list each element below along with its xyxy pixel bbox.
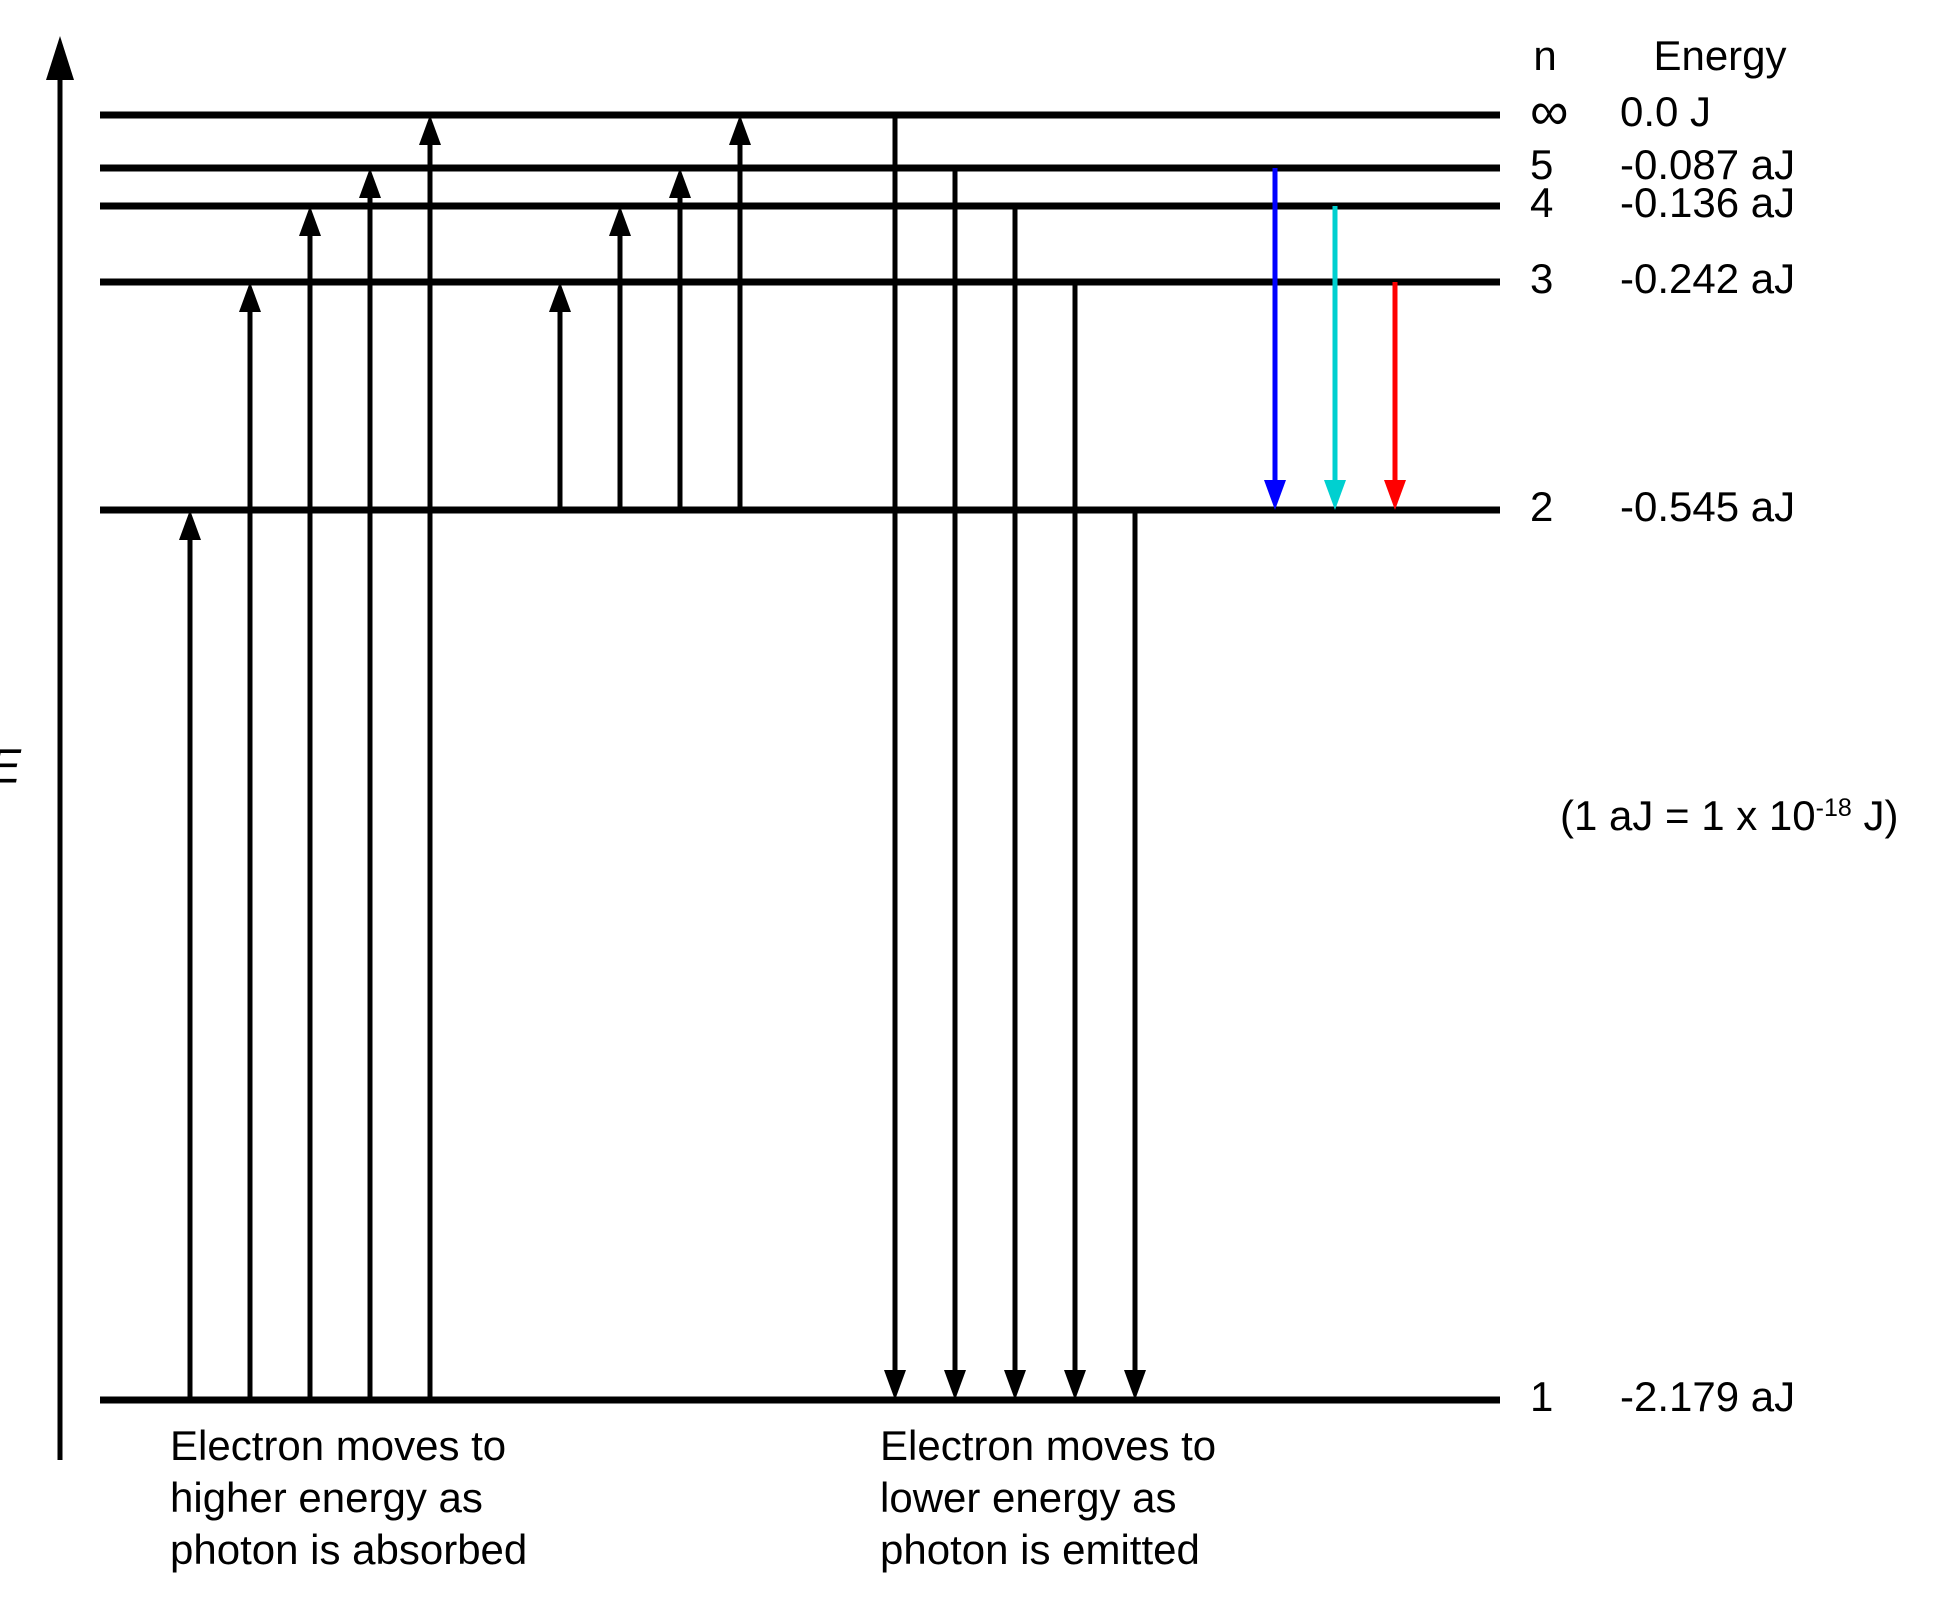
absorption-arrow-2-head xyxy=(299,206,321,236)
absorption-arrow-7-head xyxy=(669,168,691,198)
emission-arrow-0-head xyxy=(884,1370,906,1400)
energy-axis-arrowhead xyxy=(46,36,74,80)
energy-axis-label: E xyxy=(0,741,22,794)
emission-arrow-4-head xyxy=(1124,1370,1146,1400)
emission-arrow-3-head xyxy=(1064,1370,1086,1400)
level-n-label-inf: ∞ xyxy=(1530,81,1569,141)
caption-absorption-line-2: photon is absorbed xyxy=(170,1526,527,1573)
header-n: n xyxy=(1533,32,1556,79)
absorption-arrow-1-head xyxy=(239,282,261,312)
level-n-label-2: 2 xyxy=(1530,483,1553,530)
absorption-arrow-6-head xyxy=(609,206,631,236)
absorption-arrow-4-head xyxy=(419,115,441,145)
emission-arrow-6-head xyxy=(1324,480,1346,510)
emission-arrow-1-head xyxy=(944,1370,966,1400)
emission-arrow-2-head xyxy=(1004,1370,1026,1400)
level-n-label-1: 1 xyxy=(1530,1373,1553,1420)
emission-arrow-5-head xyxy=(1264,480,1286,510)
caption-emission-line-0: Electron moves to xyxy=(880,1422,1216,1469)
level-energy-label-inf: 0.0 J xyxy=(1620,88,1711,135)
energy-level-diagram: EnEnergy∞0.0 J5-0.087 aJ4-0.136 aJ3-0.24… xyxy=(0,0,1948,1610)
absorption-arrow-8-head xyxy=(729,115,751,145)
level-n-label-4: 4 xyxy=(1530,179,1553,226)
absorption-arrow-5-head xyxy=(549,282,571,312)
header-energy: Energy xyxy=(1653,32,1786,79)
level-energy-label-4: -0.136 aJ xyxy=(1620,179,1795,226)
level-energy-label-3: -0.242 aJ xyxy=(1620,255,1795,302)
caption-emission-line-2: photon is emitted xyxy=(880,1526,1200,1573)
aj-definition-note: (1 aJ = 1 x 10-18 J) xyxy=(1560,792,1898,839)
absorption-arrow-0-head xyxy=(179,510,201,540)
caption-absorption-line-1: higher energy as xyxy=(170,1474,483,1521)
level-energy-label-1: -2.179 aJ xyxy=(1620,1373,1795,1420)
absorption-arrow-3-head xyxy=(359,168,381,198)
caption-emission-line-1: lower energy as xyxy=(880,1474,1176,1521)
caption-absorption-line-0: Electron moves to xyxy=(170,1422,506,1469)
emission-arrow-7-head xyxy=(1384,480,1406,510)
level-energy-label-2: -0.545 aJ xyxy=(1620,483,1795,530)
level-n-label-3: 3 xyxy=(1530,255,1553,302)
